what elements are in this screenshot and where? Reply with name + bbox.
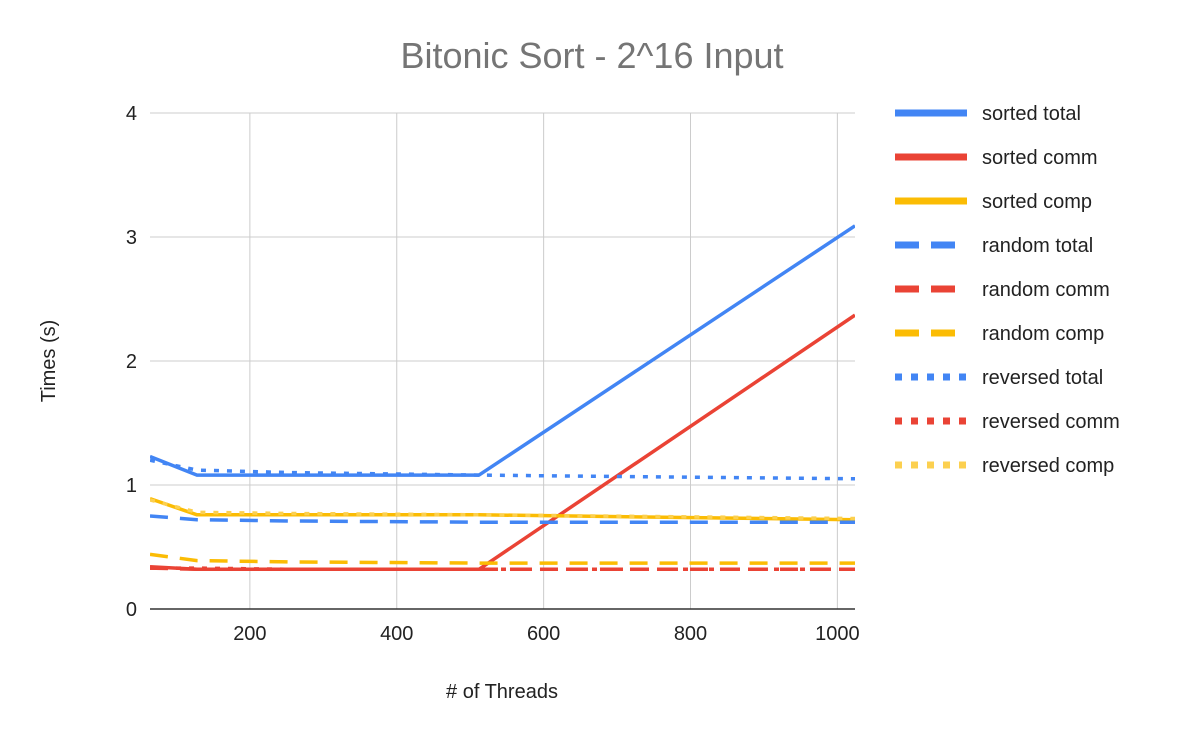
legend: sorted total sorted comm sorted comp random… bbox=[895, 103, 1120, 477]
legend-label-random-total: random total bbox=[982, 235, 1093, 257]
legend-label-reversed-comm: reversed comm bbox=[982, 411, 1120, 433]
legend-label-sorted-comm: sorted comm bbox=[982, 147, 1098, 169]
legend-label-reversed-comp: reversed comp bbox=[982, 455, 1114, 477]
x-tick-label-0: 200 bbox=[233, 623, 266, 645]
y-tick-label-4: 4 bbox=[126, 103, 137, 125]
grid-layer bbox=[150, 112, 855, 609]
legend-label-sorted-total: sorted total bbox=[982, 103, 1081, 125]
y-tick-label-3: 3 bbox=[126, 227, 137, 249]
series-line-reversed-comm bbox=[150, 566, 855, 572]
x-tick-label-4: 1000 bbox=[815, 623, 860, 645]
x-axis-title: # of Threads bbox=[446, 681, 558, 703]
y-tick-label-1: 1 bbox=[126, 475, 137, 497]
x-tick-label-3: 800 bbox=[674, 623, 707, 645]
chart-title: Bitonic Sort - 2^16 Input bbox=[400, 35, 783, 76]
legend-label-sorted-comp: sorted comp bbox=[982, 191, 1092, 213]
series-line-random-comp bbox=[150, 552, 855, 565]
series-line-random-comm bbox=[150, 566, 855, 572]
x-tick-label-2: 600 bbox=[527, 623, 560, 645]
series-line-reversed-total bbox=[150, 458, 855, 481]
series-layer bbox=[150, 224, 855, 572]
series-line-random-total bbox=[150, 514, 855, 524]
y-tick-label-2: 2 bbox=[126, 351, 137, 373]
legend-label-reversed-total: reversed total bbox=[982, 367, 1103, 389]
series-line-sorted-comm bbox=[150, 313, 855, 572]
series-line-reversed-comp bbox=[150, 498, 855, 521]
legend-label-random-comm: random comm bbox=[982, 279, 1110, 301]
series-line-sorted-total bbox=[150, 224, 855, 477]
x-tick-label-1: 400 bbox=[380, 623, 413, 645]
legend-label-random-comp: random comp bbox=[982, 323, 1104, 345]
y-axis-title: Times (s) bbox=[38, 320, 60, 403]
axis-layer: 0 1 2 3 4 200 400 600 800 1000 bbox=[126, 103, 860, 645]
y-tick-label-0: 0 bbox=[126, 599, 137, 621]
